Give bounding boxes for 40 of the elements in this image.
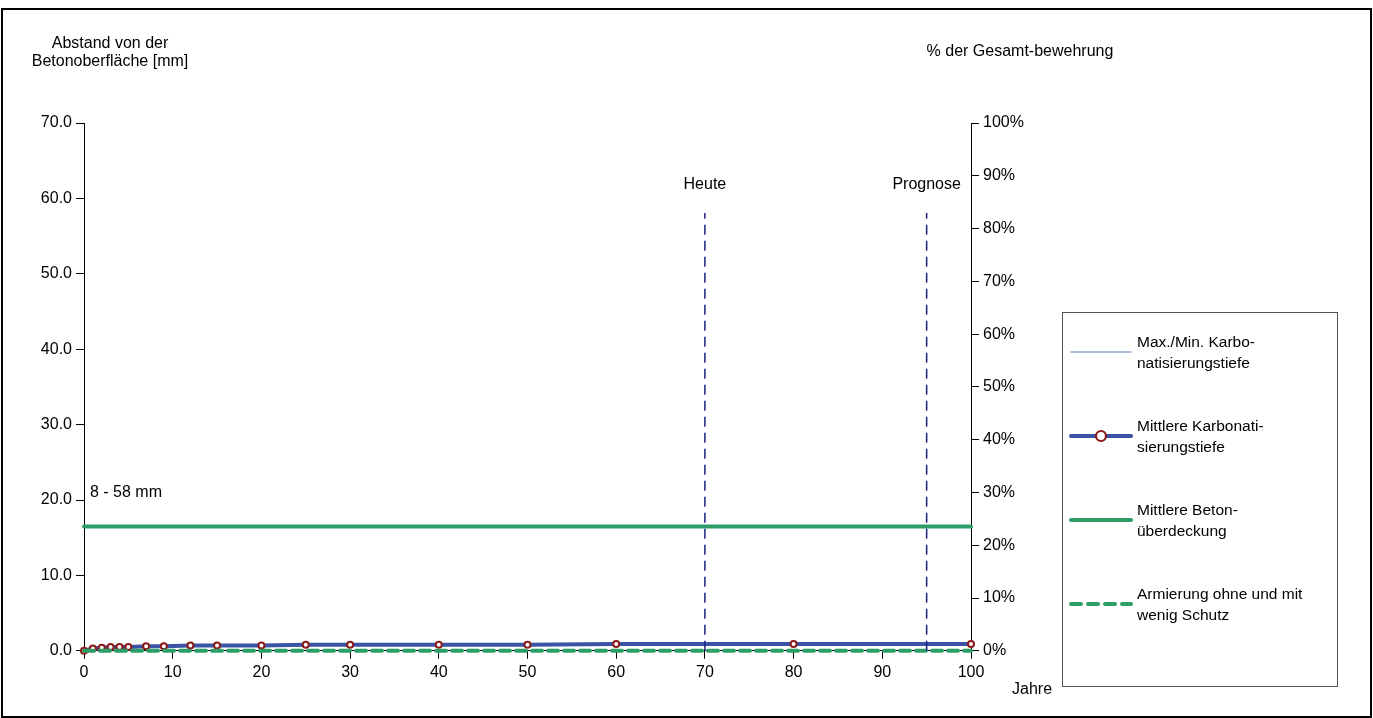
x-axis-title: Jahre bbox=[1012, 680, 1053, 698]
y-axis-title: Abstand von der Betonoberfläche [mm] bbox=[30, 34, 190, 70]
annotation: 8 - 58 mm bbox=[90, 482, 163, 500]
y2-tick-label: 40% bbox=[983, 430, 1016, 448]
x-tick-label: 10 bbox=[163, 662, 182, 680]
y2-tick-label: 30% bbox=[983, 482, 1016, 500]
y-tick-label: 40.0 bbox=[40, 339, 73, 357]
y-tick-label: 30.0 bbox=[40, 415, 73, 433]
legend-label: Armierung ohne und mit wenig Schutz bbox=[1137, 584, 1304, 625]
y2-tick-label: 100% bbox=[983, 113, 1024, 131]
ref-line-label: Heute bbox=[683, 175, 727, 193]
y2-tick-label: 80% bbox=[983, 218, 1016, 236]
y-tick-label: 20.0 bbox=[40, 490, 73, 508]
y-tick-label: 10.0 bbox=[40, 565, 73, 583]
y2-tick-label: 10% bbox=[983, 588, 1016, 606]
y2-tick-label: 50% bbox=[983, 377, 1016, 395]
ref-line-label: Prognose bbox=[892, 175, 961, 193]
y-tick-label: 50.0 bbox=[40, 264, 73, 282]
legend-label: Max./Min. Karbo-natisierungstiefe bbox=[1137, 332, 1256, 373]
x-tick-label: 30 bbox=[341, 662, 360, 680]
y2-tick-label: 90% bbox=[983, 166, 1016, 184]
legend-label: Mittlere Beton-überdeckung bbox=[1137, 500, 1239, 541]
y2-tick-label: 20% bbox=[983, 535, 1016, 553]
x-tick-label: 0 bbox=[79, 662, 89, 680]
x-tick-label: 20 bbox=[252, 662, 271, 680]
y2-tick-label: 0% bbox=[983, 641, 1007, 659]
x-tick-label: 100 bbox=[957, 662, 985, 680]
x-tick-label: 50 bbox=[518, 662, 537, 680]
y2-axis-title: % der Gesamt-bewehrung bbox=[925, 42, 1115, 60]
x-tick-label: 90 bbox=[873, 662, 892, 680]
x-tick-label: 60 bbox=[607, 662, 626, 680]
x-tick-label: 70 bbox=[696, 662, 714, 680]
y-tick-label: 70.0 bbox=[40, 113, 73, 131]
y-tick-label: 0.0 bbox=[49, 641, 73, 659]
x-tick-label: 40 bbox=[429, 662, 448, 680]
legend-label: Mittlere Karbonati-sierungstiefe bbox=[1137, 416, 1265, 457]
y2-tick-label: 70% bbox=[983, 271, 1016, 289]
y-tick-label: 60.0 bbox=[40, 188, 73, 206]
x-tick-label: 80 bbox=[784, 662, 803, 680]
y2-tick-label: 60% bbox=[983, 324, 1016, 342]
